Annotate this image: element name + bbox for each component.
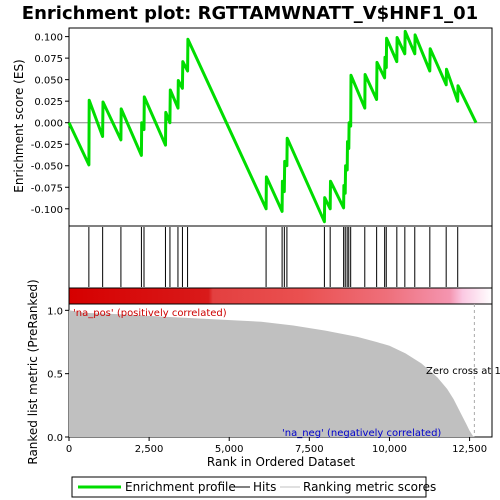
- x-tick-label: 5,000: [215, 444, 244, 455]
- metric-y-axis: 0.0 0.5 1.0: [47, 306, 69, 444]
- es-y-tick-label: 0.075: [34, 54, 63, 65]
- enrichment-profile-line: [67, 29, 478, 224]
- es-y-tick-label: 0.100: [34, 33, 63, 44]
- es-y-axis: 0.100 0.075 0.050 0.025 0.000 -0.025 -0.050 -0.…: [31, 33, 69, 216]
- x-tick-label: 2,500: [135, 444, 164, 455]
- ranking-metric-area: [69, 310, 475, 437]
- es-y-tick-label: -0.100: [31, 205, 63, 216]
- x-axis: 0 2,500 5,000 7,500 10,000 12,500: [66, 437, 487, 455]
- legend-hits-label: Hits: [253, 480, 276, 494]
- metric-y-tick-label: 1.0: [47, 306, 63, 317]
- positive-annotation: 'na_pos' (positively correlated): [73, 308, 227, 319]
- x-tick-label: 10,000: [372, 444, 407, 455]
- es-y-tick-label: -0.050: [31, 162, 63, 173]
- hits-panel-frame: [68, 225, 493, 289]
- es-y-tick-label: 0.050: [34, 76, 63, 87]
- es-panel-frame: [68, 27, 493, 227]
- x-tick-label: 7,500: [295, 444, 324, 455]
- negative-annotation: 'na_neg' (negatively correlated): [282, 428, 441, 439]
- es-y-tick-label: -0.075: [31, 183, 63, 194]
- x-axis-label: Rank in Ordered Dataset: [207, 455, 355, 469]
- rank-color-bar: [68, 287, 493, 305]
- x-tick-label: 12,500: [452, 444, 487, 455]
- metric-y-label: Ranked list metric (PreRanked): [26, 279, 40, 464]
- zero-cross-annotation: Zero cross at 1: [426, 366, 500, 377]
- x-tick-label: 0: [66, 444, 72, 455]
- hits-marks: [88, 227, 459, 287]
- metric-y-tick-label: 0.0: [47, 433, 63, 444]
- chart-title: Enrichment plot: RGTTAMWNATT_V$HNF1_01: [22, 3, 478, 24]
- legend-enrichment-label: Enrichment profile: [125, 480, 236, 494]
- legend-metric-label: Ranking metric scores: [303, 480, 436, 494]
- es-y-label: Enrichment score (ES): [12, 59, 26, 192]
- metric-y-tick-label: 0.5: [47, 370, 63, 381]
- es-y-tick-label: 0.025: [34, 97, 63, 108]
- es-y-tick-label: -0.025: [31, 140, 63, 151]
- es-y-tick-label: 0.000: [34, 119, 63, 130]
